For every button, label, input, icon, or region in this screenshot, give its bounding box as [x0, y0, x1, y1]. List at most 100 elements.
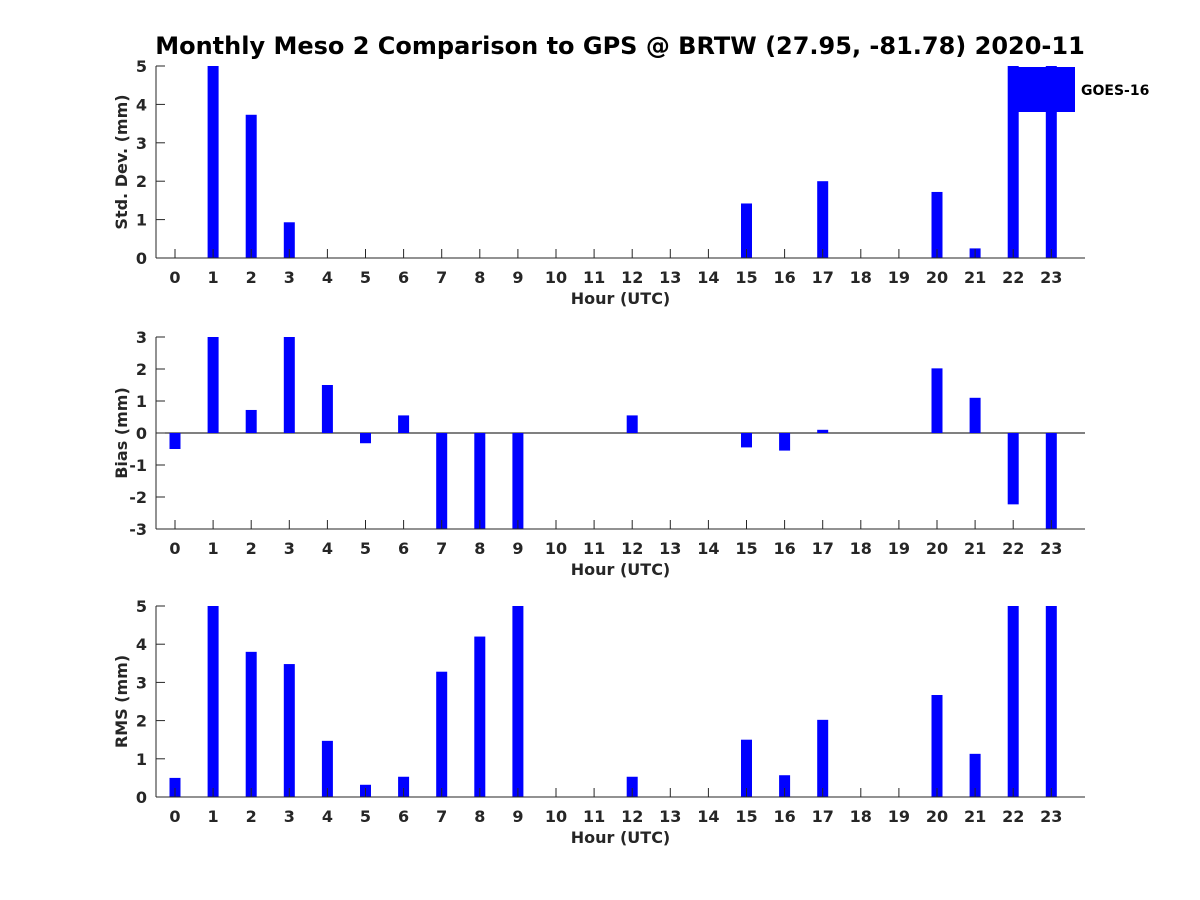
x-tick-label: 16: [773, 807, 795, 826]
x-tick-label: 21: [964, 268, 986, 287]
x-tick-label: 17: [812, 807, 834, 826]
legend-label: GOES-16: [1081, 83, 1149, 99]
x-tick-label: 5: [360, 268, 371, 287]
bar-17: [817, 719, 829, 797]
x-tick-label: 10: [545, 268, 567, 287]
bar-9: [512, 606, 524, 797]
bar-6: [398, 776, 410, 797]
y-tick-label: 1: [136, 750, 147, 769]
x-tick-label: 6: [398, 268, 409, 287]
bar-22: [1007, 606, 1019, 797]
x-tick-label: 21: [964, 807, 986, 826]
x-tick-label: 3: [284, 539, 295, 558]
chart-panels: 0 1 2 3 4 5 6 7 8 9 10 11 12 13 14 15 16 17 18 19 20 21 22 2301…: [112, 57, 1085, 847]
x-tick-label: 16: [773, 268, 795, 287]
x-tick-label: 22: [1002, 268, 1024, 287]
y-tick-label: 5: [136, 597, 147, 616]
bar-17: [817, 429, 829, 433]
bar-8: [474, 636, 486, 797]
bar-7: [436, 671, 448, 797]
y-tick-label: 1: [136, 392, 147, 411]
x-tick-label: 20: [926, 268, 948, 287]
chart-title: Monthly Meso 2 Comparison to GPS @ BRTW …: [155, 32, 1085, 60]
x-tick-label: 0: [169, 268, 180, 287]
x-tick-label: 6: [398, 539, 409, 558]
x-tick-label: 5: [360, 539, 371, 558]
bar-4: [321, 385, 333, 433]
bar-3: [283, 664, 295, 797]
x-tick-label: 22: [1002, 539, 1024, 558]
x-tick-label: 21: [964, 539, 986, 558]
x-tick-label: 4: [322, 539, 333, 558]
x-tick-label: 17: [812, 539, 834, 558]
bar-3: [283, 337, 295, 433]
x-tick-label: 4: [322, 268, 333, 287]
x-tick-label: 3: [284, 807, 295, 826]
x-axis-label: Hour (UTC): [571, 828, 671, 847]
x-tick-label: 7: [436, 539, 447, 558]
bar-1: [207, 337, 219, 433]
y-axis-label: Std. Dev. (mm): [112, 94, 131, 229]
x-tick-label: 14: [697, 268, 719, 287]
bar-2: [245, 409, 257, 433]
x-tick-label: 23: [1040, 268, 1062, 287]
y-tick-label: 4: [136, 635, 147, 654]
x-tick-label: 5: [360, 807, 371, 826]
bar-15: [741, 433, 752, 448]
bar-16: [779, 775, 791, 797]
x-tick-label: 19: [888, 539, 910, 558]
panel-2: 0 1 2 3 4 5 6 7 8 9 10 11 12 13 14 15 16 17 18 19 20 21 22 23-3…: [112, 328, 1085, 579]
y-tick-label: 2: [136, 172, 147, 191]
bar-20: [931, 368, 943, 433]
x-tick-label: 14: [697, 807, 719, 826]
panel-3: 0 1 2 3 4 5 6 7 8 9 10 11 12 13 14 15 16 17 18 19 20 21 22 2301…: [112, 597, 1085, 847]
x-tick-label: 1: [208, 807, 219, 826]
bar-23: [1045, 433, 1057, 529]
y-tick-label: 4: [136, 95, 147, 114]
bar-15: [741, 739, 752, 797]
bar-0: [169, 433, 181, 449]
x-tick-label: 11: [583, 268, 605, 287]
x-tick-label: 18: [850, 807, 872, 826]
bar-23: [1045, 66, 1057, 258]
y-tick-label: -3: [129, 520, 147, 539]
x-tick-label: 11: [583, 539, 605, 558]
x-axis-label: Hour (UTC): [571, 560, 671, 579]
x-tick-label: 18: [850, 268, 872, 287]
x-tick-label: 14: [697, 539, 719, 558]
bar-1: [207, 66, 219, 258]
bar-21: [969, 753, 981, 797]
x-tick-label: 13: [659, 539, 681, 558]
x-tick-label: 1: [208, 268, 219, 287]
bar-3: [283, 222, 295, 258]
x-tick-label: 12: [621, 807, 643, 826]
x-tick-label: 2: [246, 807, 257, 826]
x-tick-label: 9: [512, 268, 523, 287]
x-tick-label: 10: [545, 539, 567, 558]
x-tick-label: 2: [246, 268, 257, 287]
y-tick-label: 2: [136, 360, 147, 379]
bar-12: [626, 415, 638, 433]
bar-7: [436, 433, 448, 529]
x-tick-label: 10: [545, 807, 567, 826]
x-tick-label: 0: [169, 807, 180, 826]
bar-20: [931, 695, 943, 797]
x-tick-label: 15: [735, 539, 757, 558]
y-axis-label: RMS (mm): [112, 655, 131, 748]
bar-15: [741, 203, 752, 258]
bar-2: [245, 114, 257, 258]
x-tick-label: 13: [659, 268, 681, 287]
bar-22: [1007, 66, 1019, 258]
x-tick-label: 2: [246, 539, 257, 558]
x-tick-label: 19: [888, 268, 910, 287]
x-tick-label: 23: [1040, 539, 1062, 558]
x-tick-label: 3: [284, 268, 295, 287]
x-tick-label: 9: [512, 539, 523, 558]
x-tick-label: 20: [926, 807, 948, 826]
panel-1: 0 1 2 3 4 5 6 7 8 9 10 11 12 13 14 15 16 17 18 19 20 21 22 2301…: [112, 57, 1085, 308]
bar-0: [169, 777, 181, 797]
bar-12: [626, 776, 638, 797]
bar-21: [969, 397, 981, 433]
x-tick-label: 20: [926, 539, 948, 558]
